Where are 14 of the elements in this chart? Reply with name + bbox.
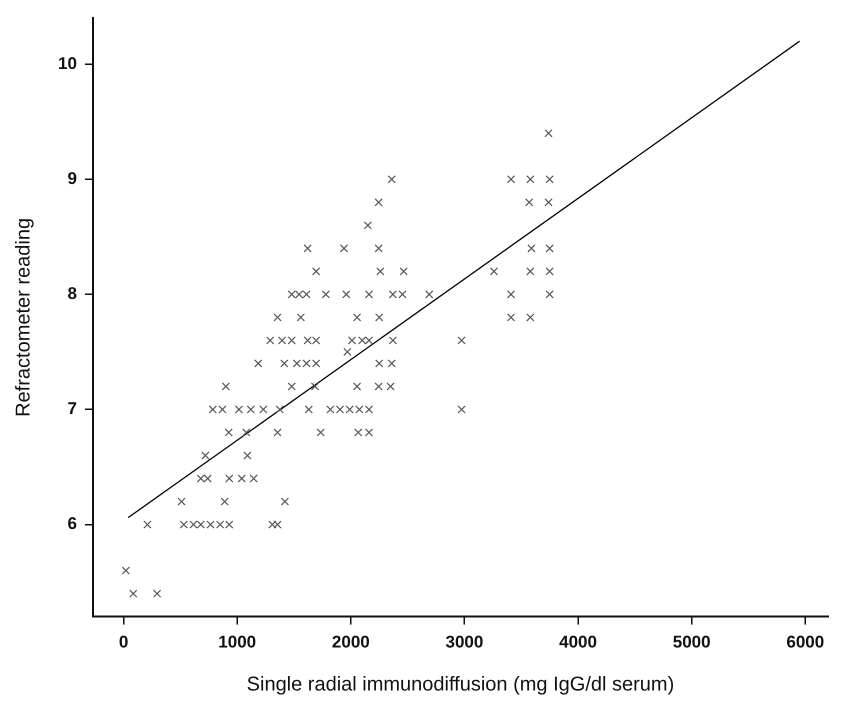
x-axis-title: Single radial immunodiffusion (mg IgG/dl serum) <box>246 674 674 696</box>
y-tick-label: 7 <box>67 399 77 418</box>
x-tick-label: 4000 <box>559 632 597 652</box>
y-axis-title: Refractometer reading <box>12 218 35 417</box>
y-tick-label: 10 <box>58 54 77 73</box>
y-tick-label: 6 <box>67 514 77 534</box>
x-tick-label: 0 <box>118 632 128 652</box>
x-tick-label: 3000 <box>446 632 484 652</box>
y-tick-label: 9 <box>67 168 77 188</box>
x-tick-label: 5000 <box>672 632 711 652</box>
y-tick-label: 8 <box>67 284 77 304</box>
x-tick-label: 1000 <box>218 632 256 652</box>
x-tick-label: 2000 <box>332 632 370 652</box>
x-tick-label: 6000 <box>786 632 824 652</box>
